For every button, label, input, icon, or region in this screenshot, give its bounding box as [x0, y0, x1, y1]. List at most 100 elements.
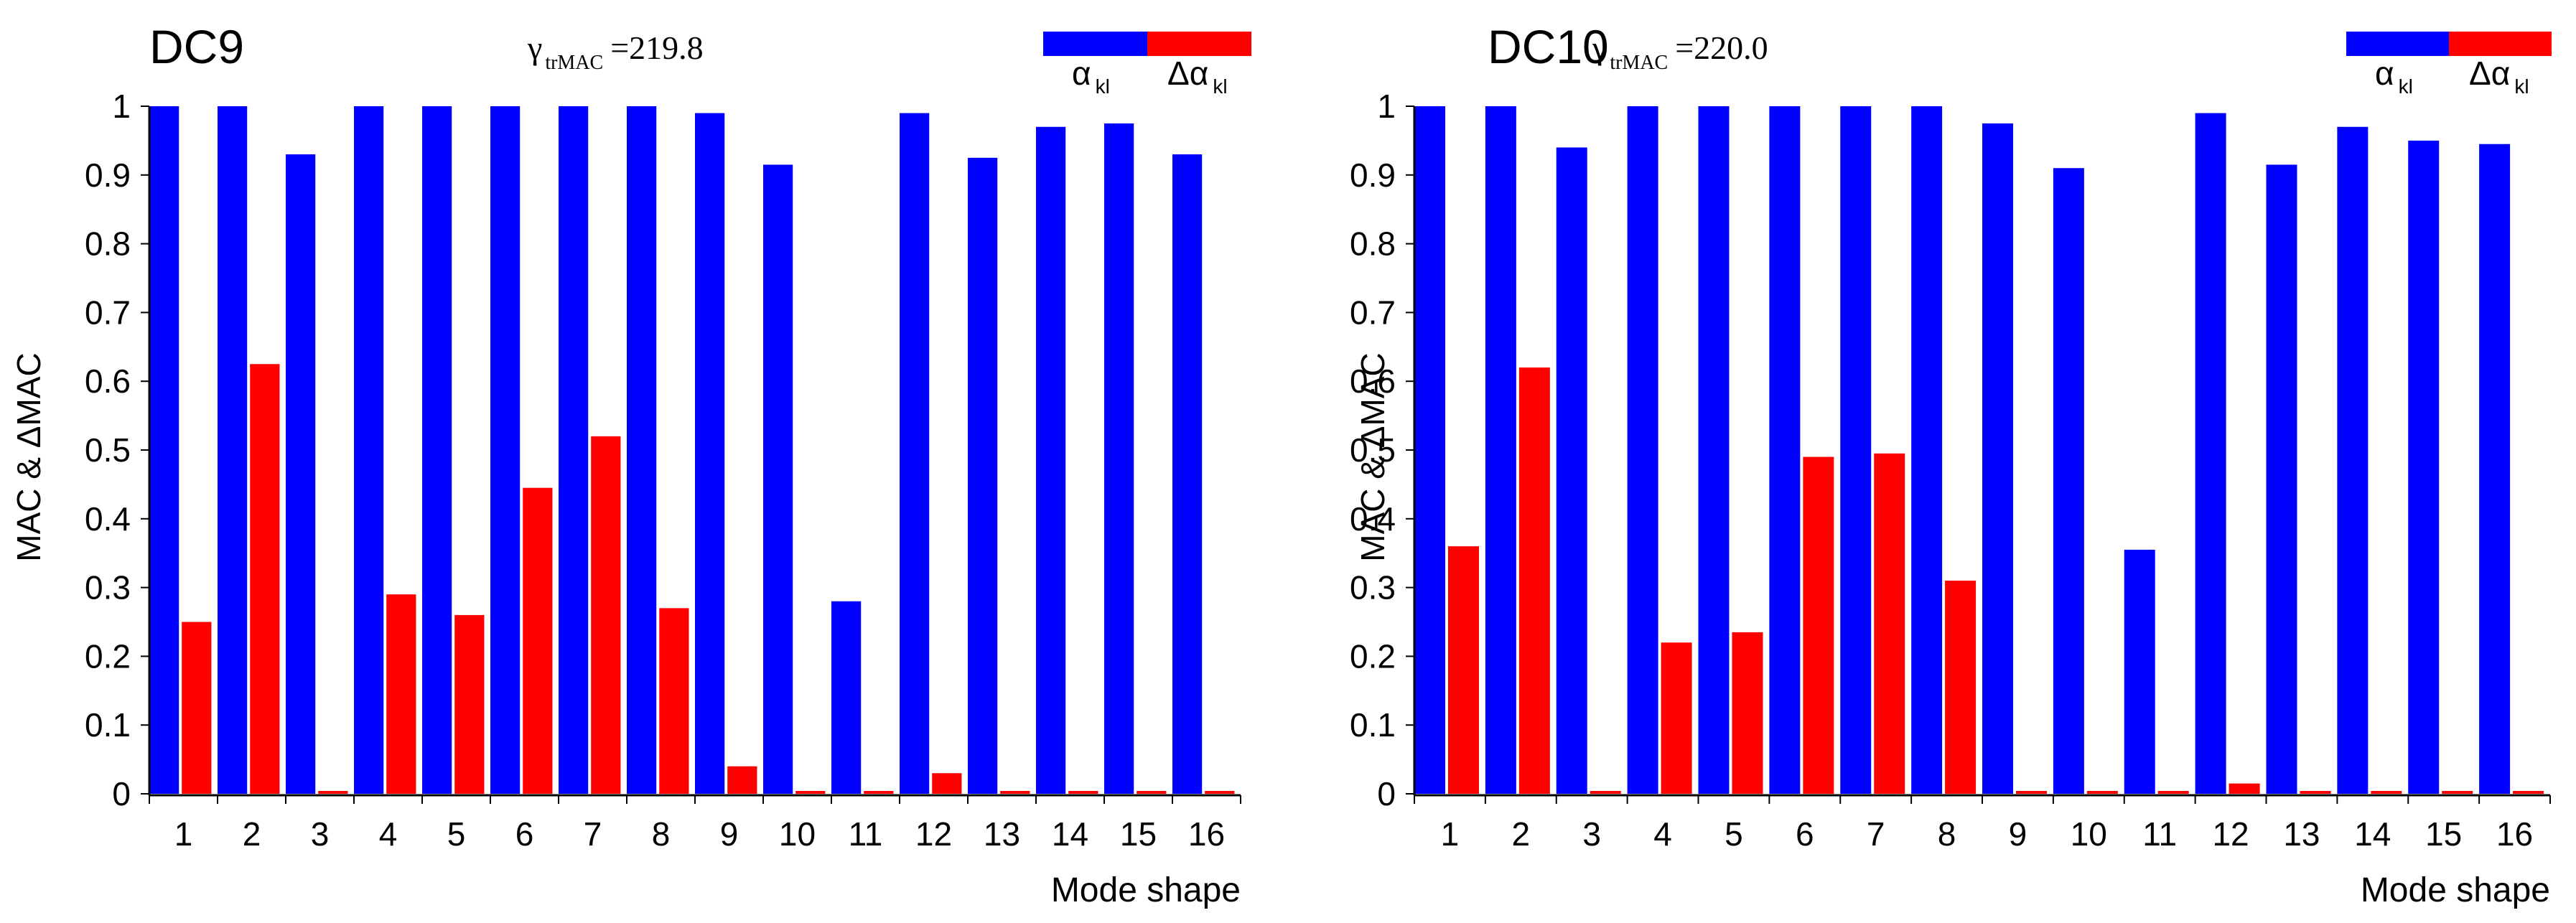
- legend-symbol: Δα: [2469, 55, 2510, 92]
- bar-delta-alpha-mode-12: [932, 773, 962, 794]
- y-tick-label: 1: [112, 88, 131, 125]
- y-tick-label: 0.8: [85, 225, 131, 263]
- bar-alpha-mode-8: [1911, 106, 1943, 794]
- x-tick-label-3: 3: [311, 815, 330, 853]
- x-tick-label-3: 3: [1582, 815, 1601, 853]
- bar-alpha-mode-12: [2195, 113, 2226, 794]
- x-tick-label-6: 6: [515, 815, 534, 853]
- legend-swatch-delta-alpha: [2449, 32, 2552, 56]
- bar-delta-alpha-mode-13: [1000, 791, 1030, 794]
- bar-alpha-mode-7: [559, 106, 589, 794]
- bar-alpha-mode-4: [1627, 106, 1658, 794]
- bar-alpha-mode-14: [1036, 126, 1066, 795]
- bar-alpha-mode-10: [2053, 168, 2084, 795]
- x-tick-label-11: 11: [849, 815, 883, 853]
- bar-delta-alpha-mode-14: [2371, 791, 2402, 794]
- chart-panel-dc9: DC9 γ trMAC =219.8α kl Δα kl1 2 3 4 5 6 7 8 9 10 11 12 13 1…: [10, 20, 1251, 909]
- x-tick-label-8: 8: [652, 815, 671, 853]
- y-axis-label: MAC & ΔMAC: [10, 352, 47, 561]
- y-tick-label: 0.7: [85, 294, 131, 331]
- legend-subscript: kl: [2514, 75, 2529, 98]
- bar-delta-alpha-mode-14: [1068, 791, 1098, 794]
- bar-delta-alpha-mode-10: [2086, 791, 2118, 794]
- gamma-subscript: trMAC: [545, 52, 603, 74]
- x-tick-label-6: 6: [1796, 815, 1814, 853]
- y-tick-label: 0.3: [1350, 569, 1396, 606]
- x-tick-label-16: 16: [1188, 815, 1225, 853]
- bar-alpha-mode-3: [286, 154, 316, 794]
- bar-alpha-mode-15: [2408, 140, 2440, 794]
- bar-delta-alpha-mode-1: [1447, 546, 1479, 794]
- legend-symbol: Δα: [1167, 55, 1208, 92]
- gamma-annotation: γ trMAC =219.8: [527, 29, 704, 74]
- bar-delta-alpha-mode-13: [2300, 791, 2331, 794]
- bar-delta-alpha-mode-12: [2229, 783, 2260, 794]
- y-tick-label: 0.6: [85, 362, 131, 400]
- x-tick-label-4: 4: [379, 815, 398, 853]
- panel-title: DC10: [1488, 20, 1609, 73]
- gamma-value: =220.0: [1675, 29, 1768, 66]
- bar-delta-alpha-mode-8: [659, 608, 689, 794]
- x-tick-label-9: 9: [2009, 815, 2027, 853]
- gamma-value: =219.8: [610, 29, 703, 66]
- bar-alpha-mode-3: [1556, 147, 1587, 795]
- y-tick-label: 0.5: [1350, 431, 1396, 469]
- legend-swatch-alpha: [2346, 32, 2449, 56]
- x-tick-label-10: 10: [779, 815, 816, 853]
- legend-subscript: kl: [2399, 75, 2413, 98]
- x-tick-label-1: 1: [1441, 815, 1460, 853]
- x-tick-label-13: 13: [984, 815, 1020, 853]
- bar-delta-alpha-mode-11: [2157, 791, 2189, 794]
- x-tick-label-10: 10: [2071, 815, 2107, 853]
- bar-delta-alpha-mode-16: [2513, 791, 2544, 794]
- x-tick-label-9: 9: [720, 815, 739, 853]
- legend-label-delta-alpha: Δα kl: [2469, 55, 2529, 98]
- bar-delta-alpha-mode-8: [1945, 581, 1977, 794]
- bar-delta-alpha-mode-11: [864, 791, 894, 794]
- y-tick-label: 1: [1377, 88, 1396, 125]
- bar-delta-alpha-mode-1: [182, 622, 212, 794]
- bar-alpha-mode-5: [422, 106, 452, 794]
- bar-alpha-mode-15: [1104, 123, 1134, 794]
- bar-alpha-mode-6: [1769, 106, 1801, 794]
- x-tick-label-7: 7: [1867, 815, 1885, 853]
- bar-delta-alpha-mode-5: [1732, 632, 1763, 794]
- x-tick-label-13: 13: [2283, 815, 2320, 853]
- bar-alpha-mode-6: [490, 106, 521, 794]
- bar-alpha-mode-13: [968, 157, 998, 795]
- x-tick-label-14: 14: [1052, 815, 1088, 853]
- bar-delta-alpha-mode-9: [727, 766, 757, 794]
- x-tick-label-7: 7: [584, 815, 602, 853]
- bar-delta-alpha-mode-9: [2015, 791, 2047, 794]
- bar-delta-alpha-mode-5: [454, 614, 485, 794]
- y-tick-label: 0.7: [1350, 294, 1396, 331]
- bar-alpha-mode-9: [695, 113, 725, 794]
- y-tick-label: 0.1: [85, 706, 131, 744]
- gamma-annotation: γ trMAC =220.0: [1592, 29, 1768, 74]
- x-tick-label-2: 2: [243, 815, 261, 853]
- y-tick-label: 0.6: [1350, 362, 1396, 400]
- x-tick-label-1: 1: [174, 815, 193, 853]
- y-axis-label: MAC & ΔMAC: [1354, 352, 1391, 561]
- bar-delta-alpha-mode-3: [318, 791, 348, 794]
- bar-delta-alpha-mode-4: [386, 594, 416, 794]
- panel-title: DC9: [149, 20, 244, 73]
- legend-swatch-delta-alpha: [1147, 32, 1251, 56]
- legend-label-delta-alpha: Δα kl: [1167, 55, 1228, 98]
- legend-symbol: α: [2375, 55, 2394, 92]
- bar-alpha-mode-2: [218, 106, 248, 794]
- bar-alpha-mode-16: [1172, 154, 1203, 794]
- y-tick-label: 0.4: [1350, 500, 1396, 538]
- x-tick-label-15: 15: [1120, 815, 1157, 853]
- legend-label-alpha: α kl: [2375, 55, 2413, 98]
- legend-subscript: kl: [1213, 75, 1227, 98]
- bar-delta-alpha-mode-6: [523, 487, 553, 794]
- legend-label-alpha: α kl: [1072, 55, 1110, 98]
- x-tick-label-8: 8: [1938, 815, 1956, 853]
- bar-delta-alpha-mode-15: [1137, 791, 1167, 794]
- x-tick-label-5: 5: [447, 815, 466, 853]
- y-tick-label: 0: [112, 775, 131, 812]
- x-tick-label-2: 2: [1512, 815, 1531, 853]
